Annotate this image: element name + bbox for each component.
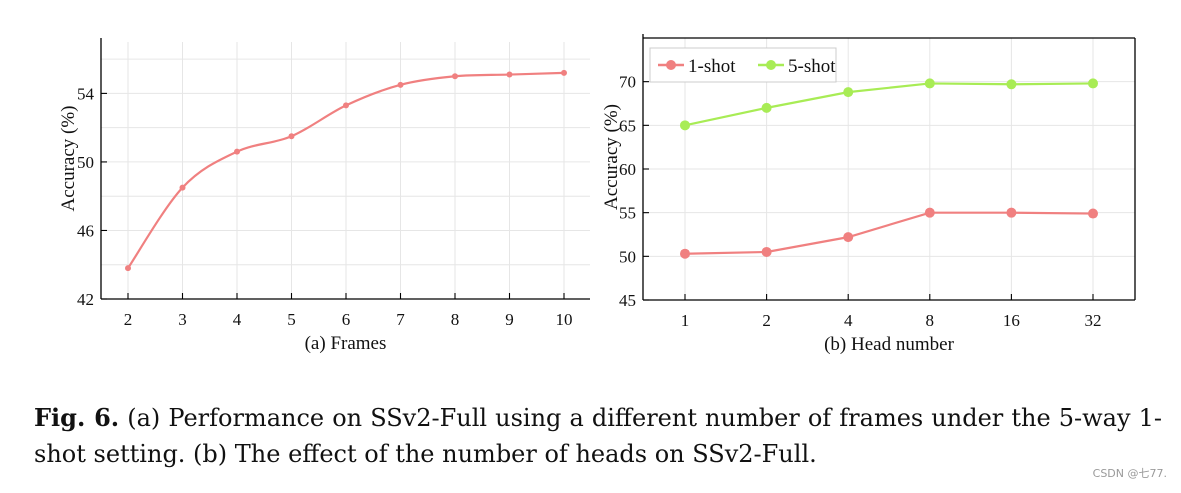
- y-tick-label: 50: [619, 247, 636, 266]
- figure-caption: Fig. 6. (a) Performance on SSv2-Full usi…: [34, 400, 1162, 472]
- y-tick-label: 54: [77, 84, 95, 103]
- legend-marker-1-shot: [666, 60, 676, 70]
- data-point-1-shot: [506, 71, 513, 78]
- x-tick-label: 16: [1003, 311, 1020, 330]
- x-tick-label: 8: [451, 310, 460, 329]
- chart-panel-head-number: 45 50 55 60 65 70 1 2 4 8 16 32 Accuracy (%) (b) Head…: [601, 34, 1136, 355]
- x-tick-label: 9: [505, 310, 514, 329]
- y-axis-label: Accuracy (%): [58, 105, 79, 211]
- legend-label-5-shot: 5-shot: [788, 56, 836, 77]
- data-point-5-shot: [843, 87, 854, 98]
- data-point-1-shot: [924, 207, 935, 218]
- data-point-5-shot: [680, 120, 690, 131]
- x-tick-label: 8: [926, 311, 935, 330]
- data-point-5-shot: [924, 78, 935, 89]
- x-tick-label: 7: [396, 310, 405, 329]
- x-tick-label: 2: [124, 310, 133, 329]
- data-point-1-shot: [843, 232, 854, 243]
- data-point-1-shot: [1006, 207, 1017, 218]
- y-axis-label: Accuracy (%): [601, 104, 622, 210]
- y-tick-label: 42: [77, 290, 94, 309]
- legend-marker-5-shot: [766, 60, 776, 70]
- x-tick-label: 4: [233, 310, 242, 329]
- data-point-5-shot: [1006, 79, 1017, 90]
- legend: 1-shot 5-shot: [649, 47, 837, 83]
- data-point-5-shot: [1088, 78, 1098, 89]
- series-line-1-shot: [684, 211, 1094, 255]
- x-tick-label: 5: [287, 310, 296, 329]
- y-tick-label: 46: [77, 221, 94, 240]
- data-point-1-shot: [561, 69, 567, 76]
- watermark: CSDN @七77.: [1092, 467, 1167, 480]
- data-point-1-shot: [288, 133, 295, 140]
- x-tick-label: 2: [762, 311, 771, 330]
- data-point-5-shot: [761, 102, 772, 113]
- x-axis-label: (b) Head number: [824, 334, 954, 355]
- data-point-1-shot: [680, 248, 690, 259]
- x-tick-label: 10: [556, 310, 573, 329]
- y-tick-label: 45: [619, 291, 636, 310]
- legend-box: [649, 47, 837, 83]
- series-line-5-shot: [684, 82, 1094, 127]
- y-tick-label: 50: [77, 153, 94, 172]
- x-tick-label: 3: [178, 310, 187, 329]
- y-tick-label: 60: [619, 160, 636, 179]
- series-line-1-shot: [127, 71, 565, 269]
- data-point-1-shot: [343, 102, 349, 109]
- chart-panel-frames: 42 46 50 54 2 3 4 5 6 7 8 9 10 Accuracy (%) (a) Frames: [58, 38, 590, 354]
- x-tick-label: 32: [1085, 311, 1102, 330]
- caption-text: (a) Performance on SSv2-Full using a dif…: [34, 404, 1163, 468]
- x-axis-label: (a) Frames: [305, 333, 387, 354]
- x-tick-label: 4: [844, 311, 853, 330]
- x-tick-label: 1: [681, 311, 690, 330]
- data-point-1-shot: [234, 148, 240, 155]
- y-tick-label: 55: [619, 204, 636, 223]
- data-point-1-shot: [761, 246, 772, 257]
- caption-label: Fig. 6.: [34, 403, 120, 432]
- data-point-1-shot: [1088, 208, 1098, 219]
- data-point-1-shot: [452, 73, 458, 80]
- legend-label-1-shot: 1-shot: [688, 56, 736, 77]
- data-point-1-shot: [125, 265, 131, 272]
- data-point-1-shot: [179, 184, 186, 191]
- x-tick-label: 6: [342, 310, 351, 329]
- y-tick-label: 65: [619, 116, 636, 135]
- data-point-1-shot: [397, 81, 404, 88]
- y-tick-label: 70: [619, 73, 636, 92]
